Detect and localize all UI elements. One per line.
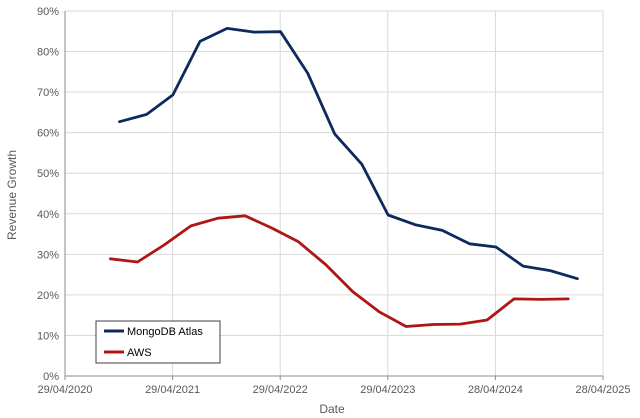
y-axis-title: Revenue Growth: [5, 150, 19, 240]
y-tick-label: 20%: [37, 290, 59, 302]
x-tick-label: 28/04/2024: [468, 384, 523, 396]
x-axis-title: Date: [319, 402, 345, 416]
y-tick-label: 90%: [37, 6, 59, 18]
y-tick-label: 50%: [37, 168, 59, 180]
x-tick-label: 29/04/2022: [253, 384, 308, 396]
y-tick-label: 10%: [37, 330, 59, 342]
y-tick-label: 60%: [37, 128, 59, 140]
x-tick-label: 29/04/2021: [145, 384, 200, 396]
legend-label-aws: AWS: [127, 347, 152, 359]
series-line-aws: [109, 214, 570, 328]
y-tick-label: 30%: [37, 249, 59, 261]
x-tick-label: 29/04/2020: [37, 384, 92, 396]
legend-label-mongodb-atlas: MongoDB Atlas: [127, 326, 203, 338]
legend: MongoDB Atlas AWS: [95, 320, 221, 364]
y-tick-label: 80%: [37, 47, 59, 59]
series-line-mongodb-atlas: [118, 26, 579, 281]
axes: [64, 11, 604, 380]
y-tick-label: 40%: [37, 209, 59, 221]
y-tick-label: 70%: [37, 87, 59, 99]
x-tick-label: 28/04/2025: [575, 384, 630, 396]
x-tick-label: 29/04/2023: [360, 384, 415, 396]
series-lines: [109, 26, 579, 328]
legend-box: [95, 320, 221, 364]
tick-labels: 0% 10% 20% 30% 40% 50% 60% 70% 80% 90% 29/04/2020 2…: [37, 6, 631, 396]
y-tick-label: 0%: [43, 371, 59, 383]
